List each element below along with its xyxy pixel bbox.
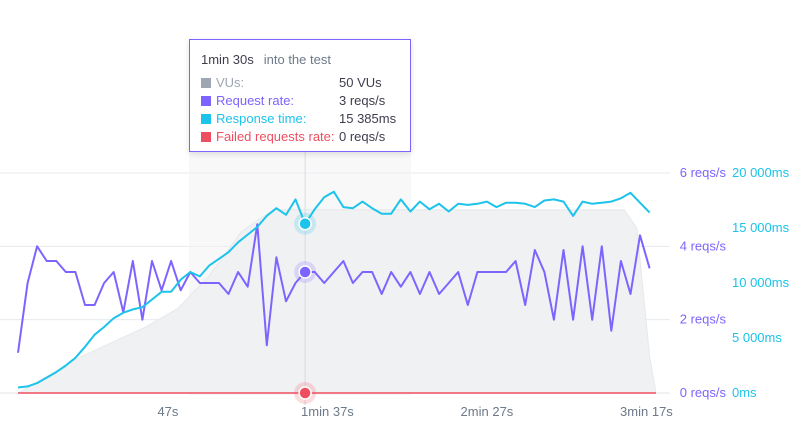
tooltip-label: VUs:: [216, 75, 245, 90]
hover-point-response-time: [298, 217, 312, 231]
series-response-time-line: [17, 190, 651, 389]
left-axis-tick-label: 2 reqs/s: [680, 312, 727, 327]
tooltip-value: 50 VUs: [339, 75, 382, 90]
right-axis-tick-label: 10 000ms: [732, 275, 790, 290]
tooltip-label: Response time:: [216, 111, 307, 126]
hover-tooltip: 1min 30s into the test VUs: 50 VUs Reques…: [189, 39, 411, 152]
tooltip-label: Request rate:: [216, 93, 295, 108]
left-axis-tick-label: 0 reqs/s: [680, 385, 727, 400]
tooltip-suffix: into the test: [263, 52, 331, 67]
hover-points: [294, 212, 317, 404]
tooltip-value: 3 reqs/s: [339, 93, 386, 108]
left-axis-tick-label: 6 reqs/s: [680, 165, 727, 180]
tooltip-row-vus: VUs: 50 VUs: [201, 75, 401, 93]
x-tick-label: 2min 27s: [461, 404, 514, 419]
tooltip-time: 1min 30s: [201, 52, 254, 67]
tooltip-value: 0 reqs/s: [339, 129, 386, 144]
response-time-legend-square: [201, 114, 211, 124]
x-tick-label: 1min 37s: [301, 404, 354, 419]
right-axis-tick-label: 20 000ms: [732, 165, 790, 180]
tooltip-value: 15 385ms: [339, 111, 397, 126]
tooltip-row-failed-requests: Failed requests rate: 0 reqs/s: [201, 129, 401, 147]
left-axis-tick-label: 4 reqs/s: [680, 238, 727, 253]
x-tick-label: 3min 17s: [620, 404, 673, 419]
x-tick-label: 47s: [157, 404, 178, 419]
tooltip-row-request-rate: Request rate: 3 reqs/s: [201, 93, 401, 111]
failed-requests-legend-square: [201, 132, 211, 142]
axis-ticks: 47s 1min 37s 2min 27s 3min 17s 0 reqs/s 2 req…: [157, 165, 789, 419]
hover-point-failed-requests-rate: [298, 386, 312, 400]
request-rate-legend-square: [201, 96, 211, 106]
right-axis-tick-label: 0ms: [732, 385, 757, 400]
tooltip-row-response-time: Response time: 15 385ms: [201, 111, 401, 129]
tooltip-label: Failed requests rate:: [216, 129, 335, 144]
right-axis-tick-label: 5 000ms: [732, 330, 782, 345]
hover-point-request-rate: [298, 265, 312, 279]
series-layer: [16, 190, 657, 394]
series-vus-area: [16, 209, 657, 394]
vus-legend-square: [201, 78, 211, 88]
tooltip-header: 1min 30s into the test: [201, 52, 331, 67]
right-axis-tick-label: 15 000ms: [732, 220, 790, 235]
